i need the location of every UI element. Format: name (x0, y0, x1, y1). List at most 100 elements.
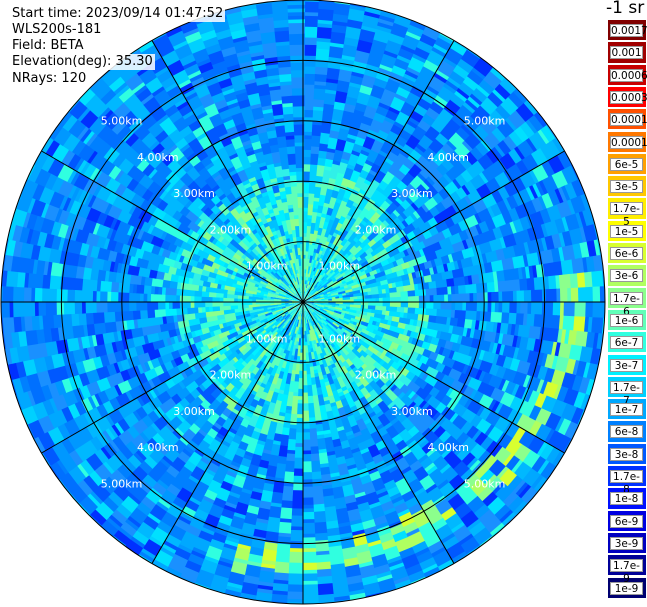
scan-cell (324, 299, 329, 301)
scan-cell (373, 231, 386, 244)
scan-cell (360, 149, 371, 157)
scan-cell (378, 289, 383, 295)
scan-cell (349, 169, 362, 184)
scan-cell (457, 259, 464, 270)
scan-cell (322, 322, 332, 333)
scan-cell (592, 332, 599, 351)
scan-cell (306, 272, 310, 281)
scan-cell (34, 286, 43, 302)
scan-cell (318, 311, 329, 319)
scan-cell (511, 427, 524, 442)
scan-cell (552, 384, 562, 402)
scan-cell (340, 113, 355, 128)
scan-cell (574, 330, 589, 349)
scan-cell (286, 562, 303, 575)
scan-cell (341, 54, 357, 62)
scan-cell (489, 238, 504, 253)
scan-cell (314, 215, 322, 228)
scan-cell (321, 247, 328, 256)
scan-cell (379, 160, 393, 175)
scan-cell (354, 248, 366, 259)
scan-cell (312, 306, 317, 309)
scan-cell (556, 328, 563, 345)
scan-cell (344, 267, 353, 275)
scan-cell (322, 278, 333, 288)
scan-cell (309, 167, 318, 176)
scan-cell (325, 312, 330, 316)
scan-cell (592, 286, 601, 305)
scan-cell (578, 211, 588, 229)
scan-cell (303, 207, 309, 212)
scan-cell (379, 14, 397, 24)
scan-cell (346, 304, 351, 308)
scan-cell (439, 309, 452, 319)
scan-cell (379, 297, 384, 303)
scan-cell (416, 436, 427, 447)
scan-cell (416, 320, 426, 329)
scan-cell (384, 116, 397, 125)
scan-cell (447, 286, 452, 296)
scan-cell (467, 96, 482, 110)
scan-cell (99, 289, 108, 302)
scan-cell (342, 317, 351, 324)
scan-cell (340, 314, 345, 319)
scan-cell (465, 518, 482, 533)
scan-cell (472, 329, 486, 342)
scan-cell (337, 253, 345, 262)
scan-cell (436, 309, 441, 318)
scan-cell (418, 439, 430, 450)
scan-cell (494, 83, 513, 101)
scan-cell (463, 375, 473, 388)
scan-cell (321, 276, 326, 281)
scan-cell (316, 256, 321, 262)
scan-cell (476, 302, 489, 313)
scan-cell (528, 325, 542, 342)
scan-cell (592, 302, 605, 320)
scan-cell (313, 311, 318, 315)
scan-cell (352, 285, 364, 292)
scan-cell (309, 255, 314, 264)
scan-cell (328, 313, 340, 321)
scan-cell (369, 414, 383, 429)
scan-cell (328, 303, 340, 307)
scan-cell (411, 337, 425, 349)
scan-cell (305, 291, 308, 296)
scan-cell (326, 282, 331, 287)
scan-cell (416, 40, 435, 55)
scan-cell (463, 398, 473, 410)
scan-cell (310, 145, 321, 155)
scan-cell (313, 539, 330, 553)
scan-cell (327, 307, 336, 311)
scan-cell (535, 181, 546, 198)
scan-cell (397, 188, 412, 203)
scan-cell (424, 366, 440, 380)
scan-cell (511, 500, 528, 518)
scan-cell (315, 182, 323, 188)
scan-cell (306, 225, 312, 234)
scan-cell (312, 291, 324, 298)
scan-cell (440, 374, 456, 389)
scan-cell (308, 185, 316, 194)
scan-cell (364, 360, 377, 372)
scan-cell (523, 241, 531, 257)
scan-cell (460, 123, 474, 137)
scan-cell (334, 307, 343, 311)
scan-cell (335, 305, 347, 310)
scan-cell (335, 206, 346, 220)
scan-cell (332, 259, 340, 268)
scan-cell (461, 513, 479, 530)
scan-cell (511, 479, 526, 496)
scan-cell (303, 293, 312, 302)
scan-cell (353, 269, 362, 276)
scan-cell (540, 223, 549, 239)
scan-cell (316, 279, 323, 286)
scan-cell (556, 386, 569, 404)
scan-cell (428, 280, 437, 290)
scan-cell (309, 290, 314, 294)
scan-cell (563, 302, 576, 319)
scan-cell (346, 343, 355, 352)
scan-cell (527, 226, 539, 243)
scan-cell (354, 325, 363, 333)
scan-cell (369, 401, 378, 410)
scan-cell (557, 150, 574, 171)
